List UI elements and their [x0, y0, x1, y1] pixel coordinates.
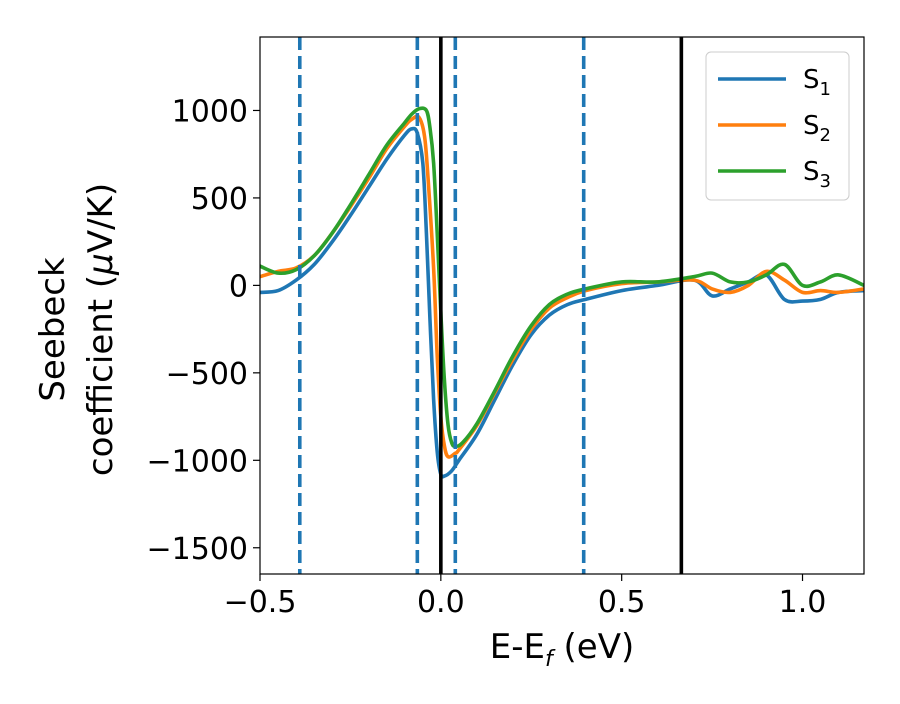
- x-axis-label-sub: f: [545, 647, 556, 672]
- y-axis-label-line2: coefficient (μV/K): [81, 183, 121, 476]
- plot-frame: [259, 36, 865, 575]
- x-tick-label: 0.5: [598, 585, 646, 620]
- legend: S1 S2 S3: [705, 51, 850, 201]
- y-axis-label: Seebeck coefficient (μV/K): [33, 183, 121, 476]
- x-tick-label: 1.0: [779, 585, 827, 620]
- x-axis-label-tail: (eV): [553, 627, 635, 667]
- y-tick-label: −1500: [147, 532, 248, 567]
- y-tick-label: 0: [229, 269, 248, 304]
- y-tick-label: −1000: [147, 444, 248, 479]
- legend-label-s1: S1: [803, 65, 831, 100]
- legend-label-s2: S2: [803, 111, 831, 146]
- legend-label-s3: S3: [803, 157, 831, 192]
- x-tick-label: −0.5: [224, 585, 297, 620]
- y-axis-label-mu: μ: [81, 253, 121, 276]
- vertical-lines-layer: [297, 37, 684, 574]
- y-axis-label-line2-tail: V/K): [81, 183, 121, 253]
- y-tick-label: 1000: [172, 94, 248, 129]
- y-axis-label-line1: Seebeck: [33, 257, 73, 402]
- y-axis-label-line2-main: coefficient (: [81, 275, 121, 476]
- ticks-layer: −0.5 0.0 0.5 1.0 −1500 −1000 −500 0 500 1000: [147, 94, 827, 620]
- y-tick-label: −500: [166, 357, 248, 392]
- x-axis-label-main: E-E: [490, 627, 545, 667]
- y-tick-label: 500: [191, 182, 248, 217]
- x-axis-label: E-Ef (eV): [490, 627, 635, 672]
- x-tick-label: 0.0: [417, 585, 465, 620]
- series-line-s2: [260, 114, 864, 459]
